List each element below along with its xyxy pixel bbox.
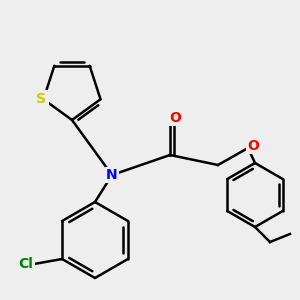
Text: S: S bbox=[37, 92, 46, 106]
Text: N: N bbox=[106, 168, 118, 182]
Text: Cl: Cl bbox=[19, 257, 34, 271]
Text: O: O bbox=[169, 111, 181, 125]
Text: O: O bbox=[247, 139, 259, 153]
